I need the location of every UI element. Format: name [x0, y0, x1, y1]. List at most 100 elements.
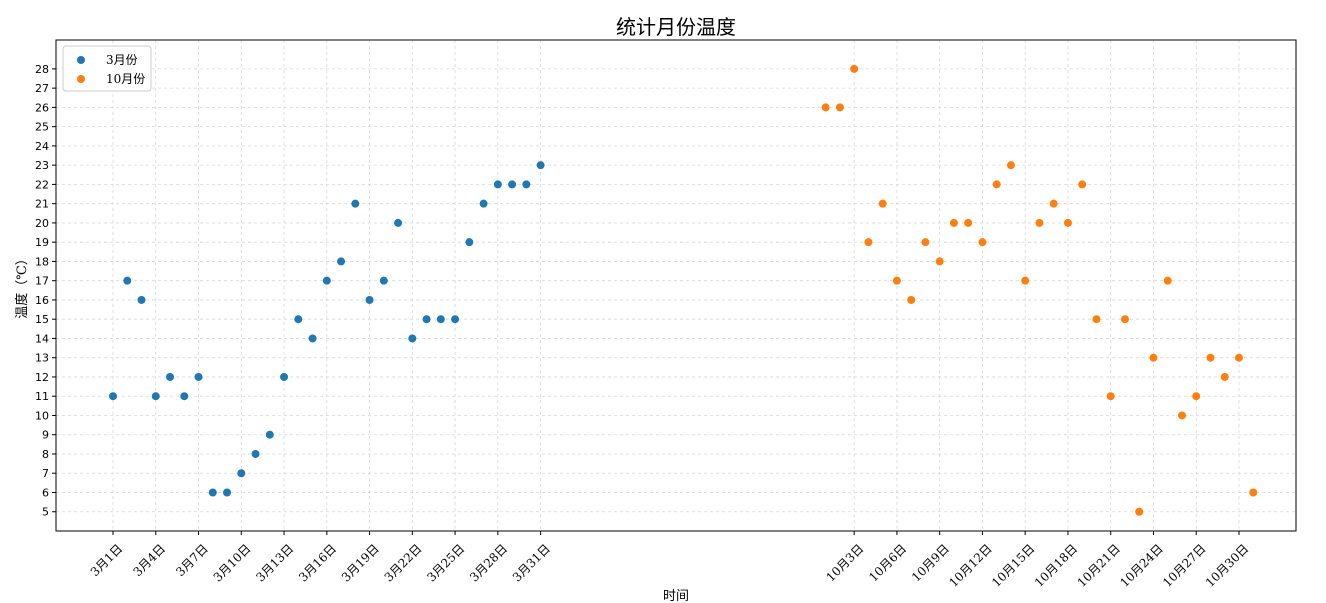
data-points: [109, 64, 1258, 516]
data-point: [508, 180, 517, 189]
x-tick-label: 10月21日: [1075, 541, 1123, 589]
data-point: [522, 180, 531, 189]
x-axis-ticks: 3月1日 3月4日 3月7日 3月10日 3月13日 3月16日 3月19日 3月22日 3月2…: [88, 531, 1251, 590]
data-point: [408, 334, 417, 343]
data-point: [365, 295, 374, 304]
x-tick-label: 3月28日: [467, 541, 510, 584]
data-point: [194, 372, 203, 381]
data-point: [1177, 411, 1186, 420]
data-point: [1092, 315, 1101, 324]
data-point: [1192, 392, 1201, 401]
x-tick-label: 3月7日: [173, 541, 211, 579]
data-point: [864, 238, 873, 247]
y-tick-label: 26: [35, 101, 49, 114]
data-point: [208, 488, 217, 497]
data-point: [166, 372, 175, 381]
data-point: [935, 257, 944, 266]
data-point: [137, 295, 146, 304]
data-point: [1206, 353, 1215, 362]
y-tick-label: 15: [35, 313, 49, 326]
data-point: [308, 334, 317, 343]
data-point: [151, 392, 160, 401]
data-point: [1106, 392, 1115, 401]
legend-marker: [77, 56, 85, 64]
data-point: [223, 488, 232, 497]
data-point: [1120, 315, 1129, 324]
data-point: [265, 430, 274, 439]
x-tick-label: 3月16日: [296, 541, 339, 584]
data-point: [294, 315, 303, 324]
x-tick-label: 3月13日: [253, 541, 296, 584]
y-tick-label: 14: [35, 332, 49, 345]
data-point: [978, 238, 987, 247]
legend-label: 10月份: [106, 72, 145, 86]
data-point: [1163, 276, 1172, 285]
x-tick-label: 3月4日: [130, 541, 168, 579]
data-point: [1021, 276, 1030, 285]
y-tick-label: 13: [35, 352, 49, 365]
x-axis-label: 时间: [663, 589, 689, 603]
data-point: [835, 103, 844, 112]
x-tick-label: 10月6日: [866, 541, 909, 584]
x-tick-label: 3月22日: [382, 541, 425, 584]
legend-label: 3月份: [106, 53, 138, 67]
data-point: [337, 257, 346, 266]
legend-box: [62, 45, 152, 92]
data-point: [180, 392, 189, 401]
y-tick-label: 10: [35, 409, 49, 422]
y-tick-label: 16: [35, 294, 49, 307]
y-tick-label: 18: [35, 255, 49, 268]
x-tick-label: 10月24日: [1117, 541, 1165, 589]
y-tick-label: 20: [35, 217, 49, 230]
x-tick-label: 3月31日: [510, 541, 553, 584]
data-point: [351, 199, 360, 208]
y-tick-label: 19: [35, 236, 49, 249]
data-point: [451, 315, 460, 324]
data-point: [251, 449, 260, 458]
x-tick-label: 10月30日: [1203, 541, 1251, 589]
data-point: [992, 180, 1001, 189]
data-point: [949, 218, 958, 227]
data-point: [907, 295, 916, 304]
x-tick-label: 10月12日: [946, 541, 994, 589]
y-tick-label: 11: [35, 390, 49, 403]
y-tick-label: 5: [42, 506, 49, 519]
y-tick-label: 28: [35, 63, 49, 76]
data-point: [1049, 199, 1058, 208]
x-tick-label: 3月10日: [211, 541, 254, 584]
data-point: [422, 315, 431, 324]
x-tick-label: 10月18日: [1032, 541, 1080, 589]
data-point: [493, 180, 502, 189]
data-point: [921, 238, 930, 247]
data-point: [1063, 218, 1072, 227]
y-tick-label: 21: [35, 198, 49, 211]
data-point: [280, 372, 289, 381]
y-tick-label: 23: [35, 159, 49, 172]
y-tick-label: 12: [35, 371, 49, 384]
grid: [56, 40, 1296, 531]
data-point: [379, 276, 388, 285]
x-tick-label: 10月3日: [823, 541, 866, 584]
data-point: [1249, 488, 1258, 497]
data-point: [436, 315, 445, 324]
data-point: [1035, 218, 1044, 227]
data-point: [237, 469, 246, 478]
y-axis-ticks: 5 6 7 8 9 10 11 12 13 14 15 16 17 18 19 20 21 22 23 24 25 26 2…: [35, 63, 56, 519]
data-point: [465, 238, 474, 247]
data-point: [878, 199, 887, 208]
y-tick-label: 22: [35, 178, 49, 191]
y-tick-label: 8: [42, 448, 49, 461]
data-point: [1006, 161, 1015, 170]
data-point: [109, 392, 118, 401]
data-point: [536, 161, 545, 170]
data-point: [479, 199, 488, 208]
legend: 3月份 10月份: [62, 45, 152, 92]
x-tick-label: 10月27日: [1160, 541, 1208, 589]
data-point: [821, 103, 830, 112]
y-tick-label: 6: [42, 486, 49, 499]
y-axis-label: 温度（℃）: [14, 252, 30, 319]
y-tick-label: 17: [35, 275, 49, 288]
y-tick-label: 24: [35, 140, 49, 153]
